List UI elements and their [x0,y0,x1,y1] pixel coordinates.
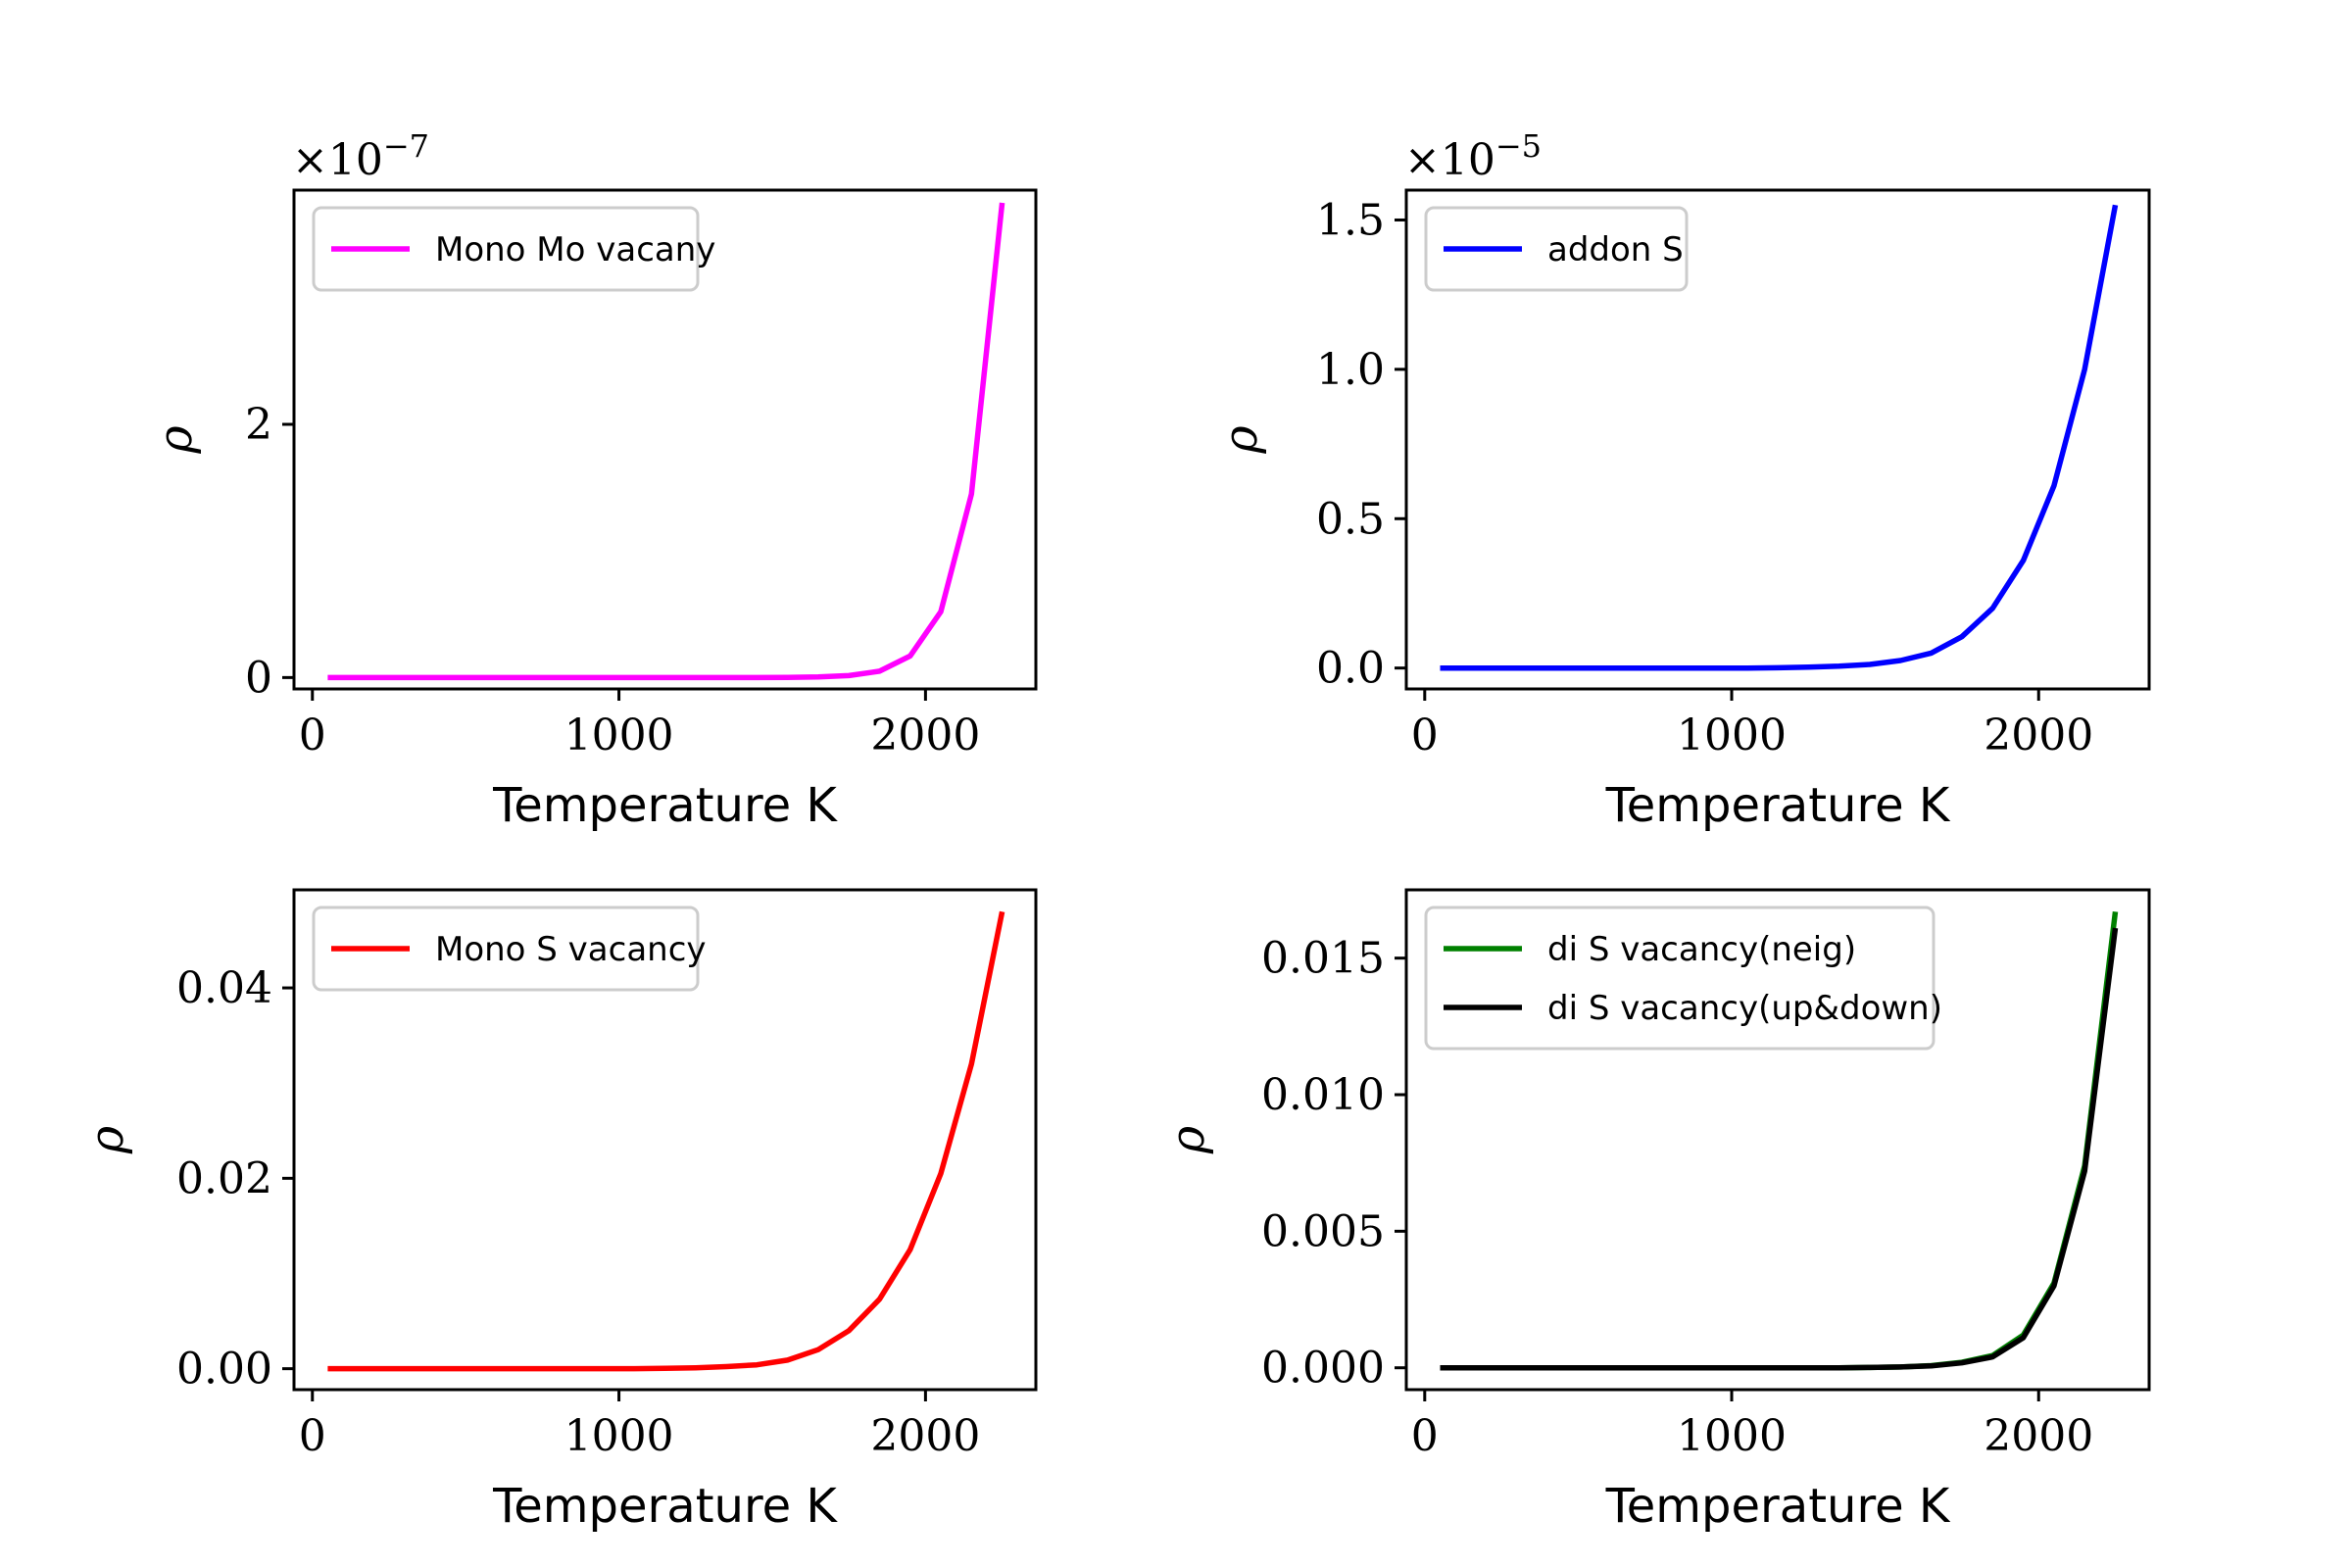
legend: Mono S vacancy [312,906,707,992]
subplot-2: 0 1000 2000 0.0 0.5 1.0 1.5 Temperature K ρ ×10−5… [1213,127,2151,833]
x-tick-label: 2000 [870,710,980,760]
y-tick-label: 0.000 [1261,1344,1385,1394]
axis-offset-base: ×10 [1404,135,1495,185]
x-axis-label: Temperature K [492,778,838,833]
x-tick-label: 0 [1411,1411,1439,1461]
x-tick-label: 0 [1411,710,1439,760]
axis-offset-exponent: −7 [383,127,429,165]
axis-offset-label: ×10−7 [292,127,429,185]
x-tick-label: 1000 [1677,710,1787,760]
legend-entry-label: di S vacancy(up&down) [1547,989,1942,1028]
y-tick-label: 2 [245,400,272,450]
series-line-1 [327,202,1005,681]
legend-box [312,206,700,292]
axes-frame [1404,188,2151,691]
axis-offset-label: ×10−5 [1404,127,1542,185]
x-tick-label: 1000 [1677,1411,1787,1461]
legend-entry-label: di S vacancy(neig) [1547,930,1856,969]
axis-offset-exponent: −5 [1495,127,1542,165]
y-tick-label: 0.0 [1316,644,1385,694]
x-axis-label: Temperature K [1605,1479,1951,1534]
y-axis-label: ρ [79,1126,134,1154]
y-tick-label: 1.5 [1316,195,1385,245]
series-line-1 [327,910,1005,1372]
axes-frame [1404,888,2151,1392]
legend-entry-label: Mono Mo vacany [435,230,715,270]
y-tick-label: 0.02 [176,1153,272,1203]
y-tick-label: 0 [245,653,272,703]
axis-offset-base: ×10 [292,135,383,185]
y-tick-label: 0.005 [1261,1206,1385,1256]
legend: Mono Mo vacany [312,206,715,292]
x-tick-label: 1000 [564,710,674,760]
x-tick-label: 0 [299,1411,326,1461]
series-line-1 [1440,204,2119,671]
subplot-1: 0 1000 2000 0 2 Temperature K ρ ×10−7 Mono Mo va… [148,127,1038,833]
y-tick-label: 1.0 [1316,345,1385,395]
legend-box [1424,906,1936,1051]
y-tick-label: 0.010 [1261,1070,1385,1120]
legend: addon S [1424,206,1689,292]
subplot-3: 0 1000 2000 0.00 0.02 0.04 Temperature K ρ Mono … [79,888,1038,1534]
legend-entry-label: Mono S vacancy [435,930,707,969]
axes-frame [292,888,1038,1392]
legend-entry-label: addon S [1547,230,1684,270]
x-tick-label: 2000 [870,1411,980,1461]
y-axis-label: ρ [148,425,203,454]
x-tick-label: 2000 [1984,710,2093,760]
legend-box [312,906,700,992]
legend-box [1424,206,1689,292]
y-axis-label: ρ [1213,425,1268,454]
y-tick-label: 0.015 [1261,934,1385,984]
y-tick-label: 0.5 [1316,494,1385,544]
x-tick-label: 0 [299,710,326,760]
series-line-2 [1440,927,2119,1371]
x-axis-label: Temperature K [1605,778,1951,833]
subplot-4: 0 1000 2000 0.000 0.005 0.010 0.015 Temperature… [1160,888,2151,1534]
y-tick-label: 0.04 [176,963,272,1013]
x-axis-label: Temperature K [492,1479,838,1534]
axes-frame [292,188,1038,691]
y-tick-label: 0.00 [176,1345,272,1395]
y-axis-label: ρ [1160,1126,1215,1154]
legend: di S vacancy(neig) di S vacancy(up&down) [1424,906,1942,1051]
x-tick-label: 1000 [564,1411,674,1461]
x-tick-label: 2000 [1984,1411,2093,1461]
